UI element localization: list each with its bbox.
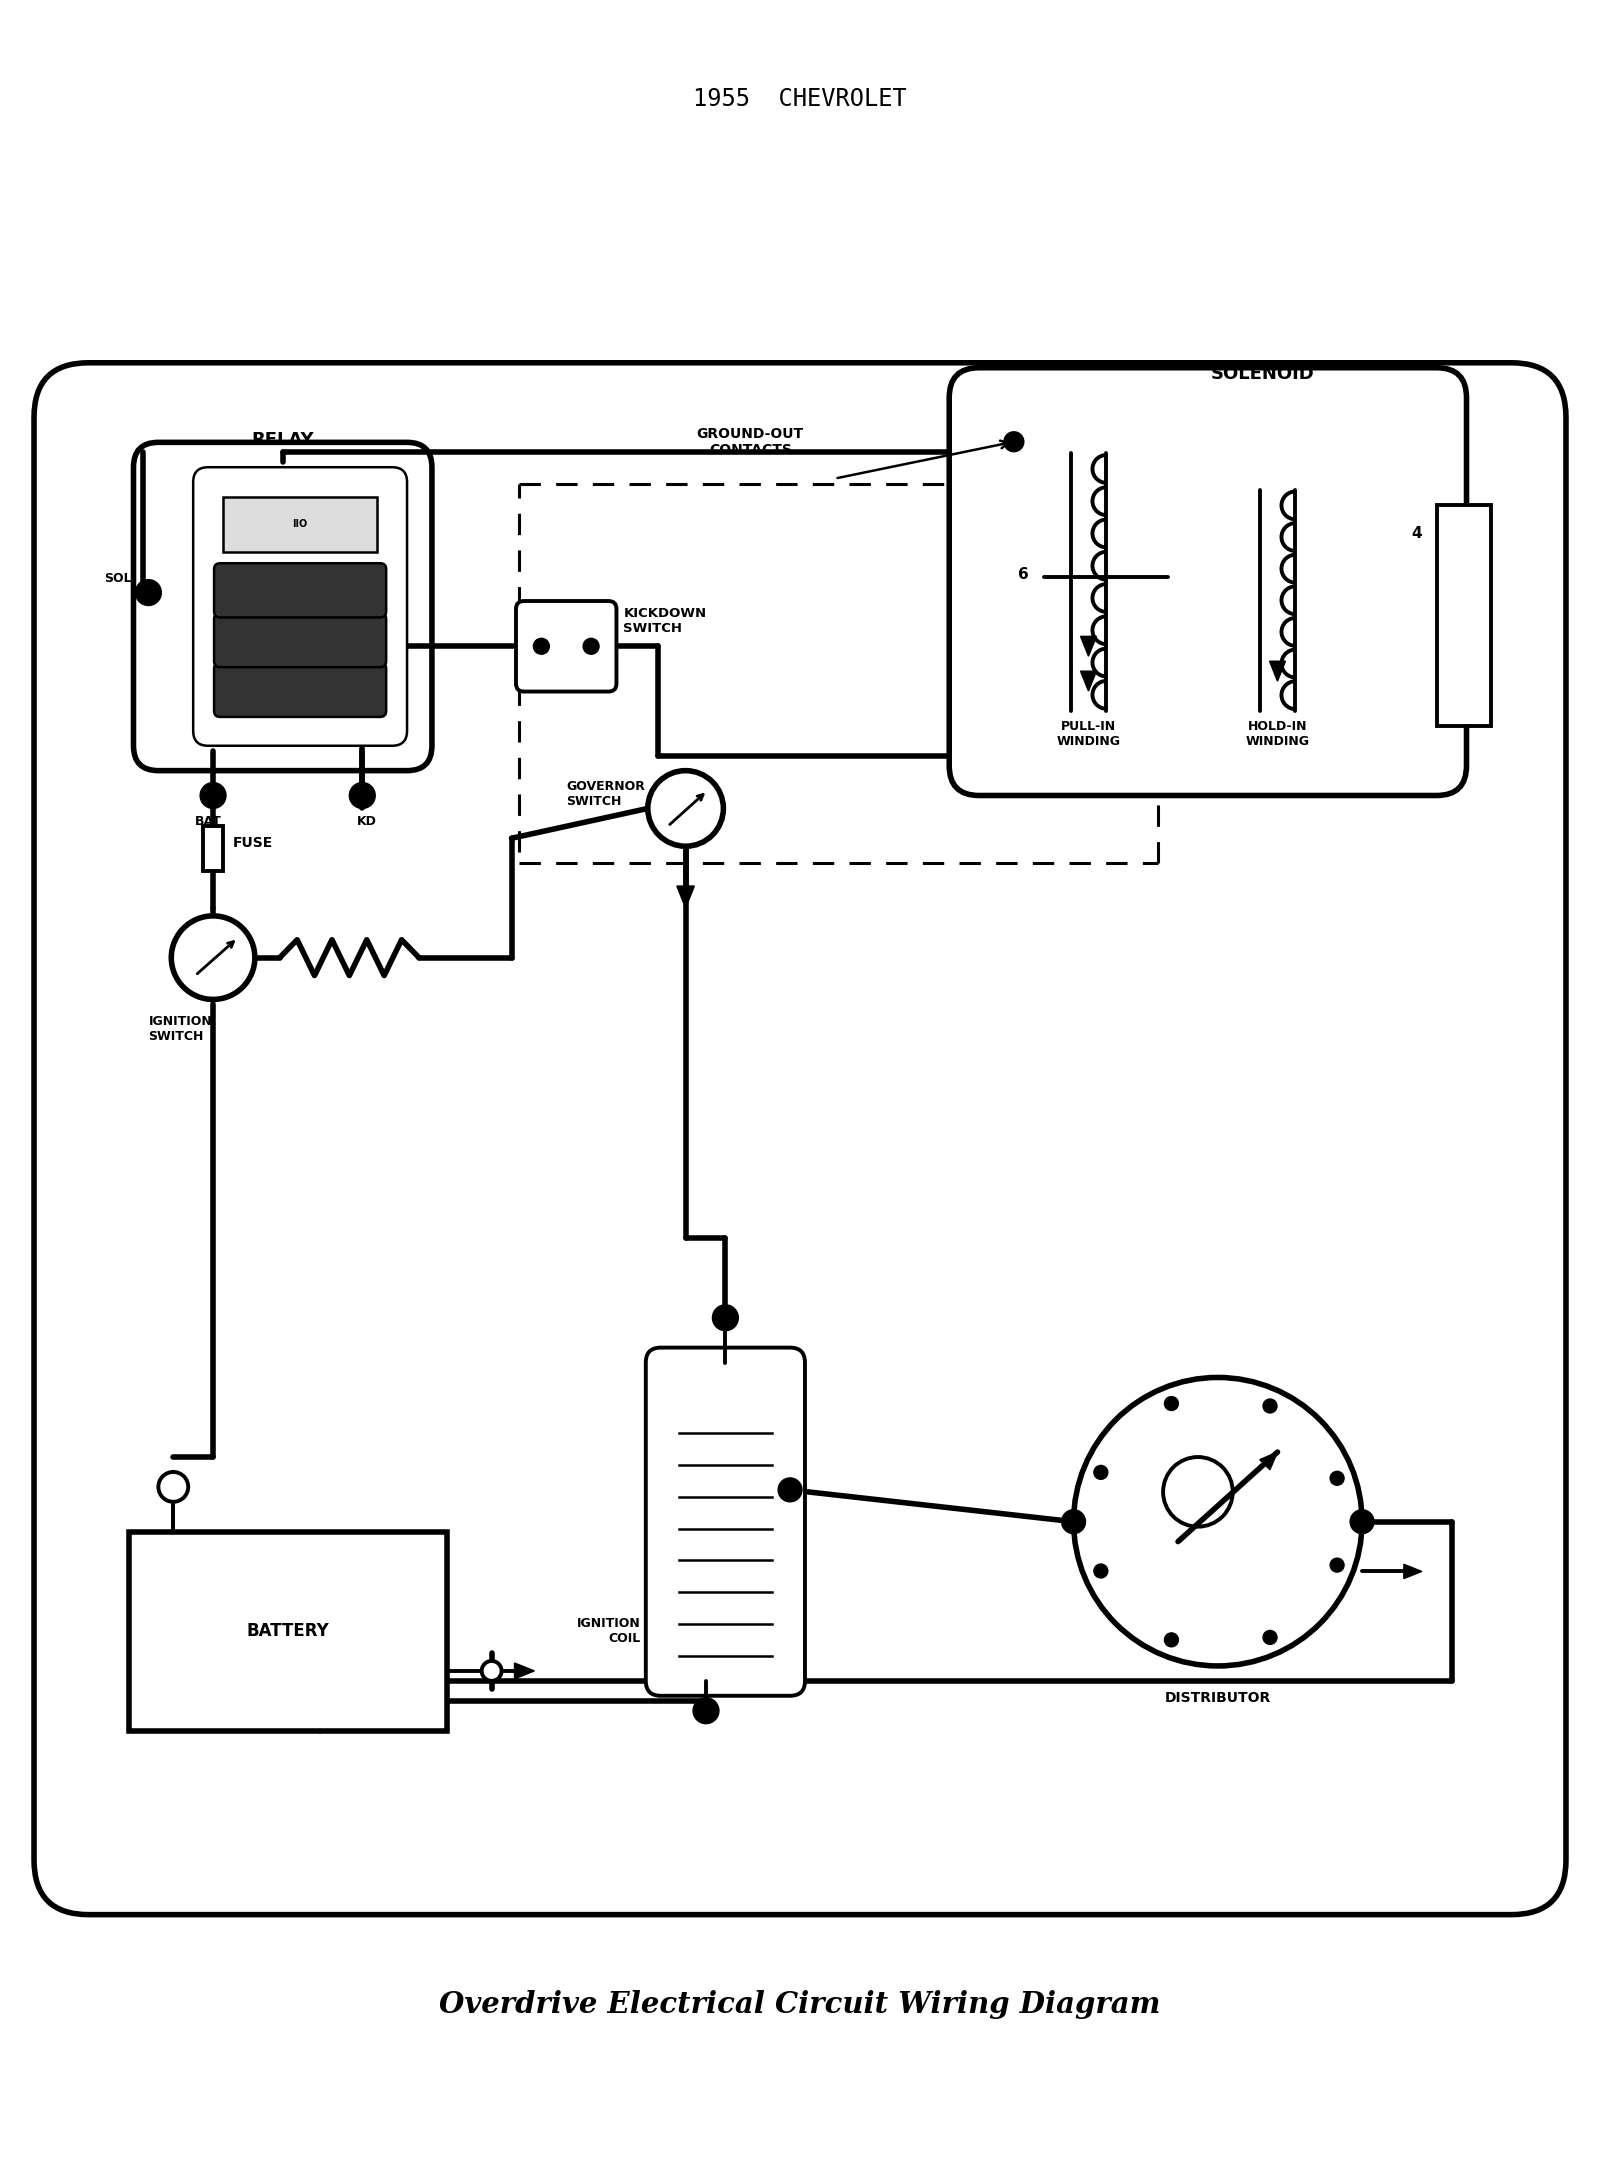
Circle shape (349, 783, 376, 809)
Circle shape (712, 1305, 738, 1331)
Circle shape (1165, 1396, 1179, 1411)
Circle shape (1094, 1465, 1107, 1480)
Text: IGNITION
SWITCH: IGNITION SWITCH (149, 1015, 213, 1043)
Circle shape (648, 770, 723, 846)
Polygon shape (677, 885, 694, 909)
Text: IGNITION
COIL: IGNITION COIL (578, 1617, 642, 1645)
Text: 6: 6 (1019, 567, 1029, 582)
FancyBboxPatch shape (214, 662, 386, 716)
Text: SOLENOID: SOLENOID (1211, 366, 1315, 383)
Text: RELAY: RELAY (251, 431, 314, 450)
Polygon shape (1259, 1452, 1277, 1469)
Circle shape (1094, 1565, 1107, 1578)
Circle shape (482, 1662, 501, 1681)
Text: 4: 4 (1411, 526, 1422, 541)
FancyBboxPatch shape (949, 368, 1467, 796)
Circle shape (1330, 1558, 1344, 1571)
FancyBboxPatch shape (646, 1348, 805, 1697)
Polygon shape (1080, 636, 1096, 656)
Text: PULL-IN
WINDING: PULL-IN WINDING (1056, 721, 1120, 749)
Polygon shape (1269, 662, 1285, 682)
Circle shape (1163, 1456, 1232, 1526)
Text: 1955  CHEVROLET: 1955 CHEVROLET (693, 87, 907, 110)
Circle shape (1062, 1510, 1085, 1534)
Circle shape (693, 1699, 718, 1725)
Circle shape (778, 1478, 802, 1502)
Circle shape (533, 638, 549, 654)
Circle shape (1350, 1510, 1374, 1534)
Circle shape (582, 638, 598, 654)
FancyBboxPatch shape (214, 563, 386, 617)
Circle shape (1262, 1629, 1277, 1645)
Polygon shape (1403, 1565, 1422, 1578)
Circle shape (1262, 1400, 1277, 1413)
FancyBboxPatch shape (194, 467, 406, 747)
FancyBboxPatch shape (214, 612, 386, 667)
Polygon shape (1080, 671, 1096, 690)
Text: HOLD-IN
WINDING: HOLD-IN WINDING (1245, 721, 1309, 749)
Text: FUSE: FUSE (234, 835, 274, 850)
Circle shape (136, 580, 162, 606)
Text: DISTRIBUTOR: DISTRIBUTOR (1165, 1690, 1270, 1705)
FancyBboxPatch shape (515, 602, 616, 692)
Circle shape (1003, 433, 1024, 452)
Text: KICKDOWN
SWITCH: KICKDOWN SWITCH (624, 608, 707, 636)
Bar (128, 1532, 446, 1731)
Circle shape (1330, 1472, 1344, 1485)
Circle shape (158, 1472, 189, 1502)
Text: IIO: IIO (293, 519, 307, 530)
Polygon shape (515, 1662, 534, 1679)
Circle shape (200, 783, 226, 809)
Text: KD: KD (357, 816, 378, 829)
Text: GOVERNOR
SWITCH: GOVERNOR SWITCH (566, 779, 645, 807)
Bar (1437, 504, 1491, 725)
Circle shape (1074, 1378, 1362, 1666)
Text: BAT: BAT (195, 816, 221, 829)
Text: GROUND-OUT
CONTACTS: GROUND-OUT CONTACTS (696, 426, 803, 457)
Bar (203, 827, 222, 872)
Bar (222, 498, 378, 552)
Circle shape (171, 915, 254, 1000)
Circle shape (1165, 1634, 1179, 1647)
Text: SOL: SOL (104, 571, 131, 584)
Text: BATTERY: BATTERY (246, 1623, 330, 1640)
Text: Overdrive Electrical Circuit Wiring Diagram: Overdrive Electrical Circuit Wiring Diag… (440, 1989, 1160, 2019)
